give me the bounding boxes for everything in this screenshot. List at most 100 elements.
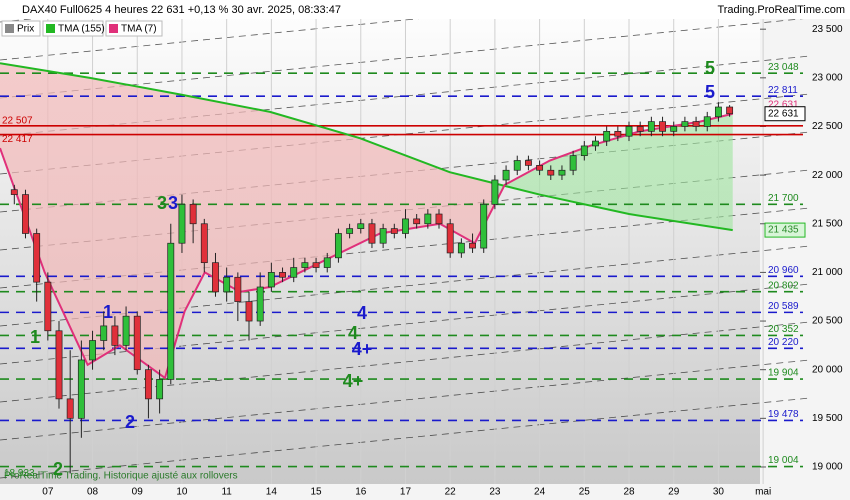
candle-body bbox=[212, 262, 219, 293]
channel-line bbox=[0, 359, 811, 441]
candle-body bbox=[223, 276, 231, 293]
wave-label: 5 bbox=[705, 82, 715, 102]
level-label: 18 933 bbox=[4, 468, 35, 479]
candle-body bbox=[33, 233, 41, 283]
x-tick-label: 08 bbox=[87, 487, 99, 498]
y-tick-label: 19 000 bbox=[812, 462, 843, 473]
candle-body bbox=[156, 379, 164, 400]
legend-item bbox=[42, 20, 104, 37]
y-tick-label: 22 500 bbox=[812, 121, 843, 132]
y-tick-label: 20 000 bbox=[812, 364, 843, 375]
wave-label: 1 bbox=[30, 327, 40, 347]
candle-body bbox=[390, 228, 398, 234]
candle-body bbox=[692, 121, 700, 127]
channel-line bbox=[0, 397, 811, 479]
level-label: 20 352 bbox=[768, 324, 799, 335]
candle-body bbox=[10, 189, 18, 195]
candle-body bbox=[592, 140, 599, 147]
candle-body bbox=[536, 165, 544, 171]
channel-line bbox=[0, 17, 811, 99]
candle-body bbox=[703, 116, 711, 127]
level-label: 20 589 bbox=[768, 301, 799, 312]
candle-body bbox=[558, 169, 566, 176]
level-label: 22 507 bbox=[2, 115, 33, 126]
x-tick-label: 09 bbox=[132, 487, 144, 498]
candle-body bbox=[178, 203, 186, 244]
candle-body bbox=[670, 126, 678, 132]
candle-body bbox=[636, 126, 644, 132]
price-label: 22 631 bbox=[768, 99, 799, 110]
candle-body bbox=[368, 223, 376, 244]
y-tick-label: 21 500 bbox=[812, 218, 843, 229]
x-tick-label: 30 bbox=[713, 487, 725, 498]
x-tick-label: mai bbox=[755, 487, 771, 498]
level-label: 20 960 bbox=[768, 265, 799, 276]
x-tick-label: 16 bbox=[355, 487, 367, 498]
candle-body bbox=[402, 218, 409, 234]
x-tick-label: 28 bbox=[623, 487, 635, 498]
x-tick-label: 23 bbox=[489, 487, 501, 498]
candle-body bbox=[603, 130, 611, 142]
candle-body bbox=[413, 218, 421, 225]
wave-label: 2 bbox=[53, 459, 63, 479]
legend-label: TMA (155) bbox=[58, 24, 105, 35]
wave-label: 3 bbox=[168, 193, 178, 213]
candle-body bbox=[100, 325, 108, 341]
candle-body bbox=[122, 315, 130, 346]
axis-panel bbox=[760, 0, 850, 500]
candle-body bbox=[66, 398, 74, 419]
candle-body bbox=[524, 160, 532, 166]
candle-body bbox=[659, 121, 666, 132]
candle-body bbox=[547, 169, 555, 176]
legend-swatch bbox=[5, 24, 14, 33]
y-tick-label: 20 500 bbox=[812, 316, 843, 327]
source: Trading.ProRealTime.com bbox=[717, 4, 845, 16]
level-label: 20 220 bbox=[768, 337, 799, 348]
candle-body bbox=[435, 213, 443, 225]
candle-body bbox=[189, 203, 197, 225]
candle-body bbox=[346, 228, 354, 234]
price-box bbox=[764, 106, 806, 122]
candle-body bbox=[681, 121, 689, 127]
level-label: 19 904 bbox=[768, 368, 799, 379]
x-tick-label: 29 bbox=[668, 487, 680, 498]
chart-title: DAX40 Full0625 4 heures 22 631 +0,13 % 3… bbox=[22, 4, 341, 16]
candle-body bbox=[111, 325, 119, 346]
level-label: 22 417 bbox=[2, 134, 33, 145]
candle-body bbox=[323, 257, 331, 268]
candle-body bbox=[580, 145, 588, 157]
candle-body bbox=[379, 228, 387, 244]
candle-body bbox=[625, 126, 633, 137]
candle-body bbox=[167, 242, 175, 380]
candle-body bbox=[200, 223, 208, 264]
y-tick-label: 19 500 bbox=[812, 413, 843, 424]
candle-body bbox=[301, 262, 309, 268]
x-tick-label: 25 bbox=[579, 487, 591, 498]
candle-body bbox=[614, 130, 622, 137]
candle-body bbox=[357, 223, 365, 229]
level-label: 21 700 bbox=[768, 193, 799, 204]
x-tick-label: 17 bbox=[400, 487, 412, 498]
candle-body bbox=[726, 106, 734, 115]
wave-label: 4 bbox=[348, 323, 358, 343]
legend-swatch bbox=[46, 24, 55, 33]
candle-body bbox=[424, 213, 432, 225]
average-band bbox=[0, 63, 733, 378]
candle-body bbox=[256, 286, 264, 322]
candle-body bbox=[290, 267, 298, 278]
x-axis-panel bbox=[0, 484, 760, 500]
level-label: 23 048 bbox=[768, 62, 799, 73]
wave-label: 4 bbox=[357, 303, 367, 323]
candle-body bbox=[245, 301, 253, 322]
x-tick-label: 11 bbox=[221, 487, 232, 498]
wave-label: 1 bbox=[103, 302, 113, 322]
candle-body bbox=[55, 330, 63, 400]
price-label: 21 435 bbox=[768, 225, 799, 236]
wave-label: 2 bbox=[125, 412, 135, 432]
header-bar bbox=[0, 0, 850, 19]
candle-body bbox=[334, 233, 342, 259]
x-tick-label: 10 bbox=[176, 487, 188, 498]
candle-body bbox=[714, 106, 722, 118]
level-label: 19 004 bbox=[768, 455, 799, 466]
